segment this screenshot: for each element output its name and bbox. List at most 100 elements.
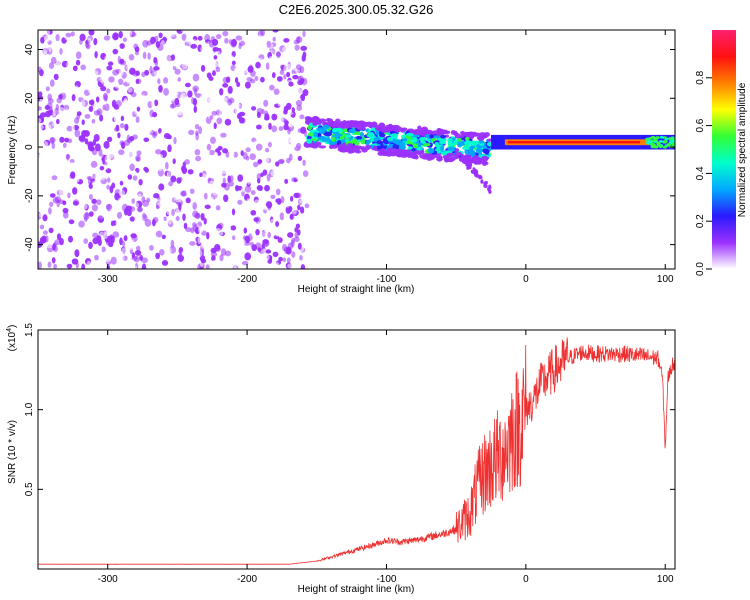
heatmap-cell [455, 154, 459, 158]
heatmap-cell [244, 252, 252, 261]
heatmap-cell [261, 248, 267, 254]
heatmap-cell [142, 60, 148, 68]
heatmap-cell [74, 85, 79, 93]
heatmap-cell [59, 237, 64, 246]
heatmap-cell [131, 198, 135, 204]
heatmap-cell [166, 265, 173, 269]
heatmap-cell [284, 178, 289, 184]
heatmap-cell [272, 251, 279, 258]
heatmap-cell [297, 155, 303, 161]
heatmap-cell [283, 74, 287, 80]
heatmap-cell [289, 195, 294, 202]
heatmap-cell [45, 86, 50, 92]
heatmap-cell [371, 123, 377, 128]
heatmap-cell [84, 113, 91, 119]
heatmap-cell [214, 169, 219, 175]
heatmap-cell [233, 190, 238, 196]
x-tick-label: -100 [376, 574, 396, 585]
x-tick-label: -300 [98, 574, 118, 585]
heatmap-cell [75, 59, 81, 66]
heatmap-cell [328, 121, 334, 127]
heatmap-cell [164, 190, 169, 199]
heatmap-cell [166, 134, 172, 140]
heatmap-cell [313, 131, 319, 138]
heatmap-cell [174, 68, 181, 75]
heatmap-cell [119, 43, 125, 49]
heatmap-cell [181, 249, 188, 257]
heatmap-cell [292, 208, 297, 215]
heatmap-cell [456, 148, 459, 152]
heatmap-cell [355, 132, 361, 136]
heatmap-cell [227, 98, 233, 106]
heatmap-cell [181, 30, 188, 33]
heatmap-cell [484, 149, 490, 155]
snr-panel: -300 -200 -100 0 100 0.5 1.0 1.5 Height of str… [6, 323, 676, 595]
heatmap-cell [209, 198, 214, 207]
heatmap-cell [128, 182, 133, 191]
heatmap-cell [71, 238, 78, 247]
heatmap-cell [459, 133, 465, 139]
heatmap-cell [46, 102, 53, 110]
heatmap-cell [200, 64, 206, 72]
heatmap-cell [182, 96, 188, 104]
heatmap-cell [252, 182, 258, 187]
heatmap-cell [302, 30, 306, 38]
colorbar-gradient [712, 30, 736, 269]
heatmap-cell [265, 249, 272, 254]
heatmap-cell [165, 66, 169, 72]
heatmap-cell [302, 159, 306, 166]
snr-y-multiplier: (x104) [6, 325, 18, 352]
heatmap-cell [125, 155, 130, 160]
heatmap-cell [179, 94, 184, 102]
heatmap-cell [180, 141, 186, 148]
heatmap-cell [264, 115, 270, 121]
heatmap-cell [52, 110, 56, 117]
heatmap-cell [126, 134, 131, 143]
heatmap-cell [94, 51, 98, 59]
heatmap-cell [309, 143, 316, 148]
heatmap-cell [231, 208, 236, 216]
heatmap-cell [107, 61, 114, 66]
heatmap-cell [104, 155, 111, 163]
heatmap-cell [246, 168, 252, 176]
heatmap-cell [185, 188, 191, 195]
heatmap-cell [177, 111, 184, 116]
heatmap-cell [195, 60, 199, 67]
heatmap-cell [94, 173, 101, 181]
heatmap-cell [478, 132, 486, 138]
heatmap-cell [49, 215, 55, 221]
heatmap-cell [454, 151, 458, 156]
heatmap-cell [159, 153, 163, 160]
heatmap-cell [153, 99, 159, 107]
heatmap-cell [474, 169, 478, 174]
heatmap-cell [392, 138, 397, 144]
heatmap-cell [217, 222, 224, 229]
heatmap-cell [93, 110, 101, 116]
heatmap-cell [135, 78, 140, 84]
heatmap-cell [465, 162, 469, 167]
heatmap-cell [283, 213, 290, 219]
heatmap-cell [94, 254, 99, 261]
heatmap-cell [206, 231, 210, 240]
heatmap-cell [300, 93, 306, 102]
heatmap-cell [111, 182, 116, 189]
heatmap-cell [300, 264, 306, 269]
heatmap-cell [359, 132, 365, 137]
heatmap-cell [106, 184, 110, 190]
heatmap-cell [233, 68, 238, 76]
heatmap-cell [51, 43, 58, 48]
heatmap-cell [257, 221, 261, 230]
heatmap-cell [172, 61, 179, 67]
heatmap-cell [648, 140, 653, 144]
heatmap-cell [176, 177, 182, 184]
heatmap-cell [278, 153, 285, 159]
heatmap-cell [278, 126, 284, 132]
y-tick-label: 1.5 [24, 323, 35, 337]
heatmap-cell [68, 161, 75, 170]
heatmap-cell [223, 136, 231, 142]
heatmap-cell [365, 139, 371, 145]
heatmap-cell [237, 199, 243, 205]
heatmap-cell [155, 252, 160, 260]
heatmap-cell [200, 212, 205, 221]
heatmap-cell [255, 133, 259, 140]
